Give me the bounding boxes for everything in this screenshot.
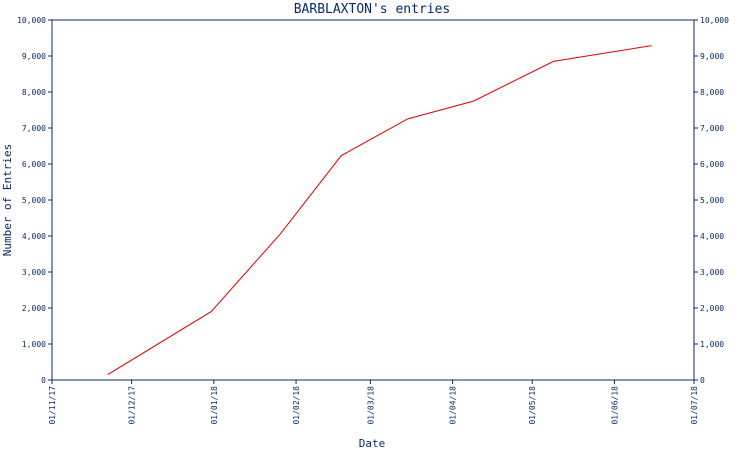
series-layer	[107, 45, 652, 376]
y-tick-label-left: 1,000	[22, 340, 46, 349]
y-tick-label-left: 8,000	[22, 88, 46, 97]
y-tick-label-left: 10,000	[17, 16, 46, 25]
y-tick-label-left: 9,000	[22, 52, 46, 61]
y-axis-label: Number of Entries	[1, 144, 14, 257]
x-tick-label: 01/12/17	[128, 386, 137, 425]
y-tick-label-right: 3,000	[700, 268, 724, 277]
y-tick-label-right: 2,000	[700, 304, 724, 313]
y-tick-label-left: 5,000	[22, 196, 46, 205]
x-tick-label: 01/01/18	[210, 386, 219, 425]
y-tick-label-left: 2,000	[22, 304, 46, 313]
y-tick-label-left: 0	[41, 376, 46, 385]
x-tick-label: 01/07/18	[690, 386, 699, 425]
y-tick-label-right: 0	[700, 376, 705, 385]
y-axis-left: 0 1,000 2,000 3,000 4,000 5,000 6,000 7,000 8,00…	[17, 16, 52, 385]
x-tick-label: 01/05/18	[528, 386, 537, 425]
y-tick-label-right: 7,000	[700, 124, 724, 133]
plot-frame	[51, 19, 695, 381]
x-tick-label: 01/11/17	[48, 386, 57, 425]
y-tick-label-left: 7,000	[22, 124, 46, 133]
y-tick-label-right: 1,000	[700, 340, 724, 349]
y-tick-label-right: 8,000	[700, 88, 724, 97]
y-tick-label-left: 4,000	[22, 232, 46, 241]
y-tick-label-left: 6,000	[22, 160, 46, 169]
x-tick-label: 01/06/18	[610, 386, 619, 425]
x-axis-label: Date	[359, 437, 386, 450]
y-tick-label-right: 5,000	[700, 196, 724, 205]
chart-title: BARBLAXTON's entries	[294, 2, 451, 17]
y-tick-label-right: 6,000	[700, 160, 724, 169]
x-axis: 01/11/17 01/12/17 01/01/18 01/02/18 01/03/18…	[48, 380, 699, 425]
series-line	[107, 45, 652, 376]
y-tick-label-right: 10,000	[700, 16, 729, 25]
y-tick-label-right: 4,000	[700, 232, 724, 241]
y-axis-right: 0 1,000 2,000 3,000 4,000 5,000 6,000 7,000 8,00…	[694, 16, 729, 385]
y-tick-label-right: 9,000	[700, 52, 724, 61]
x-tick-label: 01/04/18	[449, 386, 458, 425]
x-tick-label: 01/03/18	[366, 386, 375, 425]
y-tick-label-left: 3,000	[22, 268, 46, 277]
x-tick-label: 01/02/18	[292, 386, 301, 425]
